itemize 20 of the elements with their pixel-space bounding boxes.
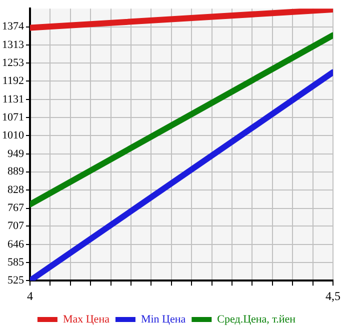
y-tick-label: 889 bbox=[8, 166, 24, 178]
y-tick-label: 646 bbox=[8, 238, 24, 250]
y-tick-label: 1313 bbox=[2, 38, 24, 51]
y-tick-label: 1010 bbox=[2, 130, 24, 142]
y-tick-label: 1192 bbox=[2, 75, 24, 88]
y-tick-label: 1131 bbox=[2, 93, 24, 106]
legend-label: Max Цена bbox=[62, 313, 110, 326]
y-tick-label: 525 bbox=[8, 274, 24, 286]
y-tick-label: 1071 bbox=[2, 111, 24, 124]
legend-label: Сред.Цена, т.йен bbox=[217, 313, 296, 326]
y-tick-label: 828 bbox=[8, 184, 24, 196]
y-tick-label: 949 bbox=[8, 148, 24, 160]
legend-label: Min Цена bbox=[140, 313, 186, 326]
x-tick-label: 4,5 bbox=[326, 288, 340, 303]
y-tick-label: 707 bbox=[8, 220, 24, 232]
y-tick-label: 1253 bbox=[2, 56, 24, 69]
y-tick-label: 585 bbox=[8, 256, 24, 269]
y-tick-label: 767 bbox=[8, 202, 24, 214]
x-tick-label: 4 bbox=[27, 288, 33, 303]
y-tick-label: 1374 bbox=[2, 20, 24, 33]
